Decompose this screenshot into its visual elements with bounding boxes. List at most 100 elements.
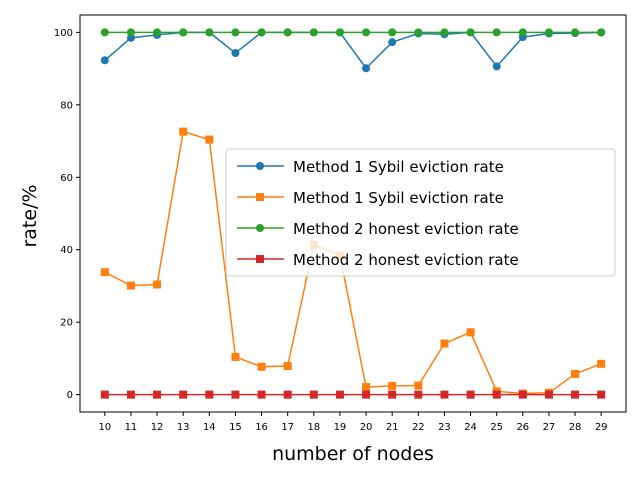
legend-marker [256,162,264,170]
x-tick-label: 20 [360,422,373,433]
series-4-point [571,390,580,399]
series-2-point [126,281,135,290]
series-3-point [309,28,318,37]
series-3-point [100,28,109,37]
series-4-point [126,390,135,399]
x-tick-label: 10 [98,422,111,433]
series-2-point [388,381,397,390]
series-2-point [440,339,449,348]
series-1-point [362,64,371,73]
legend-label: Method 1 Sybil eviction rate [293,189,504,207]
series-4-point [179,390,188,399]
series-3-point [388,28,397,37]
series-4-point [153,390,162,399]
series-3-point [231,28,240,37]
series-3-point [492,28,501,37]
x-tick-label: 24 [464,422,477,433]
series-4-point [388,390,397,399]
series-3-point [466,28,475,37]
plot-layer [100,28,606,399]
series-2-point [179,127,188,136]
x-tick-label: 14 [203,422,216,433]
series-2-point [153,280,162,289]
series-3-point [126,28,135,37]
legend: Method 1 Sybil eviction rate Method 1 Syb… [225,148,616,277]
x-tick-label: 23 [438,422,451,433]
legend-box [225,148,616,277]
x-tick-label: 13 [177,422,190,433]
y-tick-label: 60 [60,173,73,184]
x-tick-label: 28 [569,422,582,433]
series-4-point [100,390,109,399]
series-1-point [100,56,109,65]
series-4-point [231,390,240,399]
plot-frame [79,14,627,413]
series-3-point [518,28,527,37]
series-2-point [571,369,580,378]
series-4-point [205,390,214,399]
y-axis-label: rate/% [19,184,41,247]
series-2-point [414,381,423,390]
series-4-point [440,390,449,399]
series-4-point [466,390,475,399]
series-4-point [283,390,292,399]
series-2-point [231,352,240,361]
ticks-layer: 10 11 12 13 14 15 16 17 18 19 20 21 22 23 24 25 26 27 28 29… [54,28,608,433]
x-tick-label: 15 [229,422,242,433]
series-1-point [231,49,240,58]
series-4-point [597,390,606,399]
series-2-point [466,328,475,337]
series-3-point [414,28,423,37]
series-2-line [104,130,602,395]
series-4-point [257,390,266,399]
series-4-point [335,390,344,399]
y-tick-label: 0 [67,390,73,401]
series-3-point [440,28,449,37]
series-4-point [492,390,501,399]
x-tick-label: 25 [490,422,503,433]
series-3-point [544,28,553,37]
series-3-point [257,28,266,37]
y-tick-label: 20 [60,318,73,329]
series-4-point [362,390,371,399]
legend-label: Method 2 honest eviction rate [293,251,519,269]
legend-label: Method 1 Sybil eviction rate [293,158,504,176]
legend-marker [256,255,264,263]
series-4-point [518,390,527,399]
series-2-point [205,135,214,144]
series-2-point [597,359,606,368]
series-4-point [309,390,318,399]
x-tick-label: 17 [281,422,294,433]
series-3-point [597,28,606,37]
series-2-point [257,362,266,371]
legend-marker [256,193,264,201]
x-tick-label: 26 [516,422,529,433]
y-tick-label: 80 [60,100,73,111]
series-4-point [414,390,423,399]
x-tick-label: 11 [125,422,138,433]
series-3-point [571,28,580,37]
series-3-point [179,28,188,37]
x-tick-label: 18 [307,422,320,433]
series-3-point [335,28,344,37]
series-3-point [362,28,371,37]
x-tick-label: 21 [386,422,399,433]
series-1-point [492,62,501,71]
x-tick-label: 16 [255,422,268,433]
series-4-point [544,390,553,399]
series-3-point [153,28,162,37]
x-tick-label: 22 [412,422,425,433]
legend-label: Method 2 honest eviction rate [293,220,519,238]
x-tick-label: 12 [151,422,164,433]
x-tick-label: 27 [543,422,556,433]
series-2-point [362,383,371,392]
y-tick-label: 100 [54,28,73,39]
legend-marker [256,224,264,232]
x-tick-label: 19 [334,422,347,433]
series-3-point [283,28,292,37]
y-tick-label: 40 [60,245,73,256]
x-axis-label: number of nodes [272,443,434,465]
x-tick-label: 29 [595,422,608,433]
series-2-point [100,268,109,277]
